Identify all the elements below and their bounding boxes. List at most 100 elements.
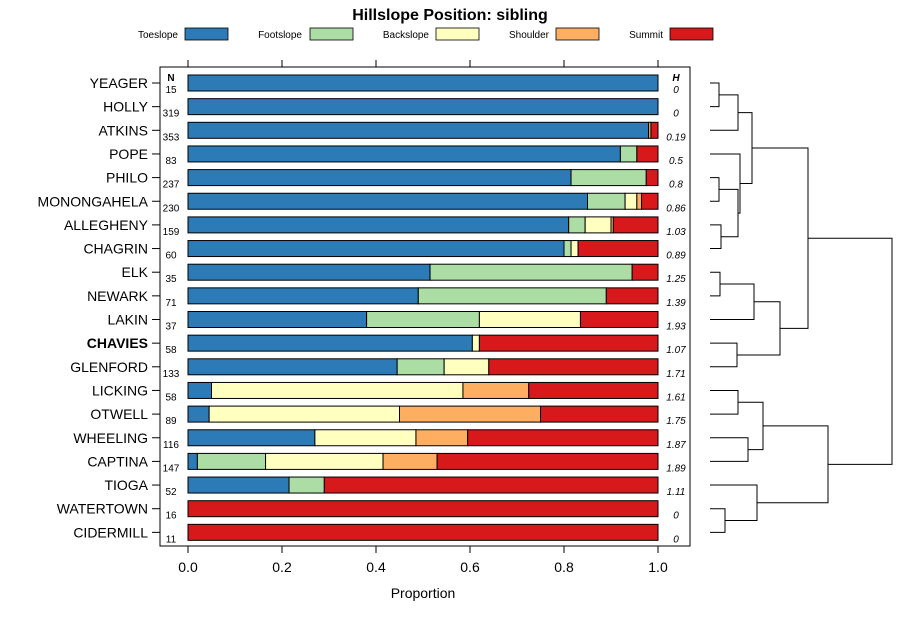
bar-segment	[187, 405, 210, 423]
bar-segment	[187, 169, 572, 187]
n-value: 37	[165, 322, 177, 333]
n-value: 58	[165, 392, 177, 403]
h-value: 1.93	[666, 322, 686, 333]
h-value: 1.75	[666, 416, 686, 427]
bar-segment	[187, 500, 659, 518]
x-tick-label: 0.4	[366, 559, 386, 575]
bar-segment	[187, 74, 659, 92]
bar-segment	[399, 405, 541, 423]
category-label: HOLLY	[103, 99, 149, 115]
bar-segment	[570, 240, 579, 258]
bar-segment	[187, 523, 659, 541]
bar-segment	[288, 476, 325, 494]
bar-segment	[605, 287, 659, 305]
h-value: 0.19	[666, 132, 686, 143]
bar-segment	[382, 452, 438, 470]
h-value: 1.39	[666, 298, 686, 309]
bar-segment	[187, 452, 198, 470]
bar-segment	[187, 216, 570, 234]
bar-segment	[396, 358, 445, 376]
h-value: 1.11	[667, 487, 686, 498]
legend-label: Shoulder	[509, 30, 550, 41]
legend-swatch	[309, 27, 354, 41]
bar-segment	[187, 429, 316, 447]
n-value: 35	[165, 274, 177, 285]
dendrogram-branch	[710, 508, 726, 533]
n-value: 60	[165, 251, 177, 262]
category-label: TIOGA	[104, 477, 148, 493]
top-axis-ticks	[187, 60, 659, 67]
dendrogram-branch	[710, 82, 720, 108]
legend: Toeslope Footslope Backslope Shoulder Summit	[138, 27, 714, 41]
legend-label: Footslope	[258, 30, 302, 41]
bar-segment	[196, 452, 267, 470]
bar-segment	[631, 263, 659, 281]
dendrogram-branch	[738, 401, 764, 451]
bar-segment	[187, 381, 212, 399]
bar-segment	[488, 358, 659, 376]
h-value: 1.07	[666, 345, 686, 356]
bar-segment	[415, 429, 469, 447]
n-value: 159	[163, 227, 180, 238]
n-value: 147	[163, 463, 180, 474]
n-value: 237	[163, 180, 180, 191]
bar-segment	[471, 334, 480, 352]
h-value: 0.86	[666, 203, 686, 214]
category-label: ATKINS	[98, 122, 148, 138]
bar-segment	[563, 240, 572, 258]
bar-segment	[443, 358, 490, 376]
dendrogram-branch	[719, 188, 739, 238]
n-value: 230	[163, 203, 180, 214]
bar-segment	[478, 334, 659, 352]
dendrogram-branch	[710, 342, 738, 368]
h-value: 1.03	[666, 227, 686, 238]
dendrogram-branch	[710, 484, 758, 522]
x-tick-label: 0.8	[554, 559, 574, 575]
bar-segment	[568, 216, 586, 234]
category-label: NEWARK	[87, 288, 149, 304]
dendrogram-branch	[808, 237, 893, 465]
bar-segment	[570, 169, 647, 187]
n-value: 58	[165, 345, 177, 356]
n-value: 353	[163, 132, 180, 143]
bar-segment	[265, 452, 384, 470]
bar-segment	[650, 121, 659, 139]
h-value: 0.89	[666, 251, 686, 262]
n-value: 319	[163, 109, 180, 120]
bar-segment	[187, 240, 565, 258]
category-label: MONONGAHELA	[38, 193, 149, 209]
dendrogram-branch	[710, 94, 739, 131]
bar-segment	[612, 216, 659, 234]
h-column-header: H	[672, 73, 680, 84]
h-value: 0	[673, 109, 679, 120]
category-label: WHEELING	[73, 430, 148, 446]
h-value: 1.87	[666, 440, 686, 451]
bar-segment	[187, 98, 659, 116]
bar-segment	[641, 192, 659, 210]
category-label: ELK	[122, 264, 149, 280]
n-value: 11	[166, 534, 177, 545]
bar-segment	[619, 145, 638, 163]
legend-swatch	[555, 27, 600, 41]
category-label: WATERTOWN	[57, 501, 148, 517]
x-tick-label: 1.0	[648, 559, 668, 575]
bar-segment	[587, 192, 626, 210]
category-label: GLENFORD	[70, 359, 148, 375]
category-label: ALLEGHENY	[64, 217, 149, 233]
legend-swatch	[184, 27, 229, 41]
h-value: 1.25	[666, 274, 686, 285]
bar-segment	[187, 192, 588, 210]
category-label: YEAGER	[90, 75, 148, 91]
bar-segment	[478, 311, 581, 328]
n-column-header: N	[167, 73, 174, 84]
n-value: 15	[165, 85, 177, 96]
dendrogram-branch	[710, 271, 721, 297]
x-tick-label: 0.2	[272, 559, 292, 575]
bar-segment	[323, 476, 659, 494]
legend-label: Backslope	[383, 30, 430, 41]
chart-title: Hillslope Position: sibling	[352, 7, 548, 24]
plot-frame	[159, 66, 691, 547]
category-label: LAKIN	[108, 312, 148, 328]
bar-segment	[636, 192, 643, 210]
